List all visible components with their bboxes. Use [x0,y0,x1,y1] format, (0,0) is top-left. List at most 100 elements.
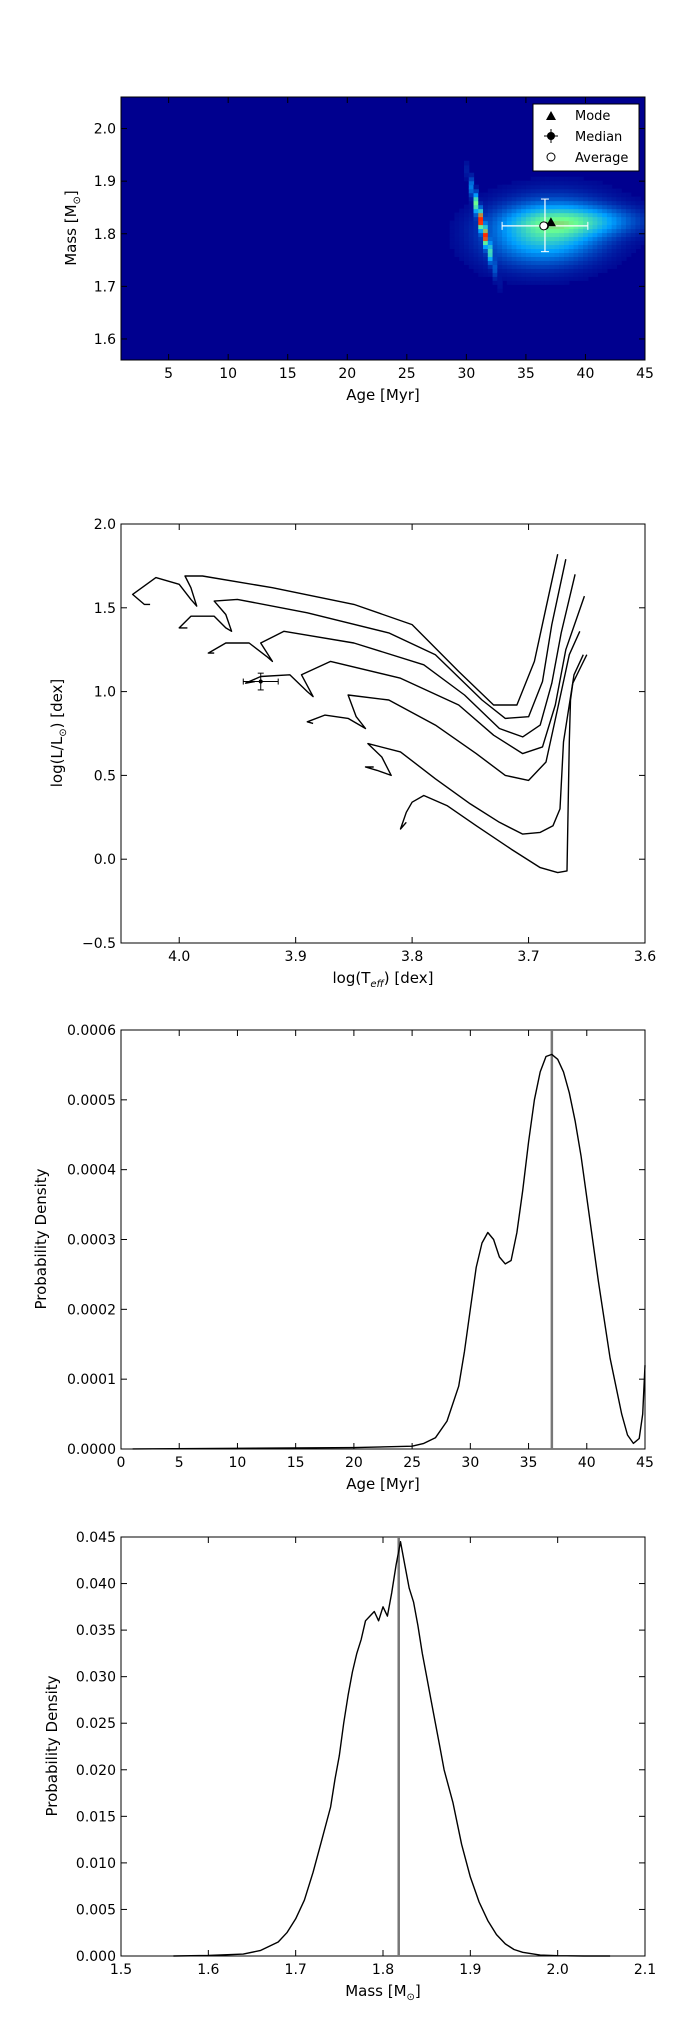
x-axis-label: Age [Myr] [346,386,419,404]
density-cell [602,236,608,242]
density-cell [616,232,622,238]
density-cell [516,268,522,273]
density-cell [516,260,522,265]
density-cell [502,248,508,253]
density-cell [554,220,560,226]
density-cell [506,196,513,202]
density-cell [478,252,484,257]
density-cell [525,196,532,202]
density-cell [549,280,556,285]
density-cell [568,204,575,210]
x-tick-label: 45 [636,1455,654,1471]
density-cell [592,252,598,257]
density-cell [540,212,546,218]
density-cell [535,252,541,257]
density-cell [606,212,613,218]
density-cell [616,252,622,257]
density-cell [502,192,508,198]
density-cell [564,276,570,281]
density-cell [502,212,508,218]
density-cell [497,212,503,218]
density-cell [592,244,598,250]
density-cell [521,232,527,238]
density-cell [568,260,575,265]
density-cell [597,220,603,226]
density-cell [549,232,556,238]
density-cell [635,200,641,206]
y-tick-label: −0.5 [82,936,116,952]
density-cell [544,228,551,234]
density-cell [616,188,622,194]
density-cell [463,252,470,257]
density-cell [511,280,517,285]
density-cell [459,248,465,253]
density-cell [549,228,556,234]
density-cell [630,216,637,222]
y-axis-label: Probability Density [43,1675,61,1816]
density-cell [568,176,575,182]
density-cell [544,216,551,222]
density-cell [625,224,632,230]
density-cell [487,200,494,206]
density-cell [478,200,484,206]
x-tick-label: 2.1 [634,1962,656,1978]
density-cell [540,240,546,246]
density-cell [578,256,584,261]
density-cell [597,240,603,246]
density-cell [597,236,603,242]
density-cell [554,280,560,285]
density-cell [625,200,632,206]
density-cell [573,256,579,261]
density-cell [583,196,589,202]
density-cell [568,232,575,238]
density-cell [525,232,532,238]
density-cell [478,196,484,202]
density-cell [578,188,584,194]
x-axis-label: Age [Myr] [346,1475,419,1493]
density-cell [640,228,645,234]
density-cell [463,228,470,234]
density-cell [564,272,570,277]
density-cell [544,232,551,238]
density-cell [506,192,513,198]
density-cell [511,208,517,214]
density-cell [478,232,484,238]
density-cell [492,212,498,218]
density-cell [530,240,537,246]
density-cell [625,232,632,238]
density-cell [573,208,579,214]
density-cell [635,220,641,226]
density-cell [625,248,632,253]
y-tick-label: 0.045 [76,1530,116,1546]
density-cell [573,240,579,246]
density-cell [583,256,589,261]
density-cell [592,256,598,261]
density-cell [463,208,470,214]
y-axis-label: Probability Density [32,1168,50,1309]
density-cell [511,188,517,194]
density-cell [554,248,560,253]
density-cell [559,260,565,265]
density-cell [454,240,460,246]
axis-ticks: 0 5 10 15 20 25 30 35 40 45 0.0000 0.0001 0.0002 0.00… [67,1023,654,1471]
density-cell [530,220,537,226]
density-cell [516,192,522,198]
density-cell [483,256,489,261]
density-cell [502,244,508,250]
density-cell [540,264,546,269]
density-cell [606,224,613,230]
density-cell [597,204,603,210]
density-cell [502,268,508,273]
density-cell [502,240,508,246]
density-cell [463,164,470,170]
density-cell [554,232,560,238]
density-cell [621,204,627,210]
density-cell [564,220,570,226]
density-cell [487,220,494,226]
density-cell [606,208,613,214]
y-tick-label: 1.8 [94,227,116,243]
density-cell [468,180,475,186]
density-cell [630,220,637,226]
density-cell [573,180,579,186]
density-cell [573,236,579,242]
